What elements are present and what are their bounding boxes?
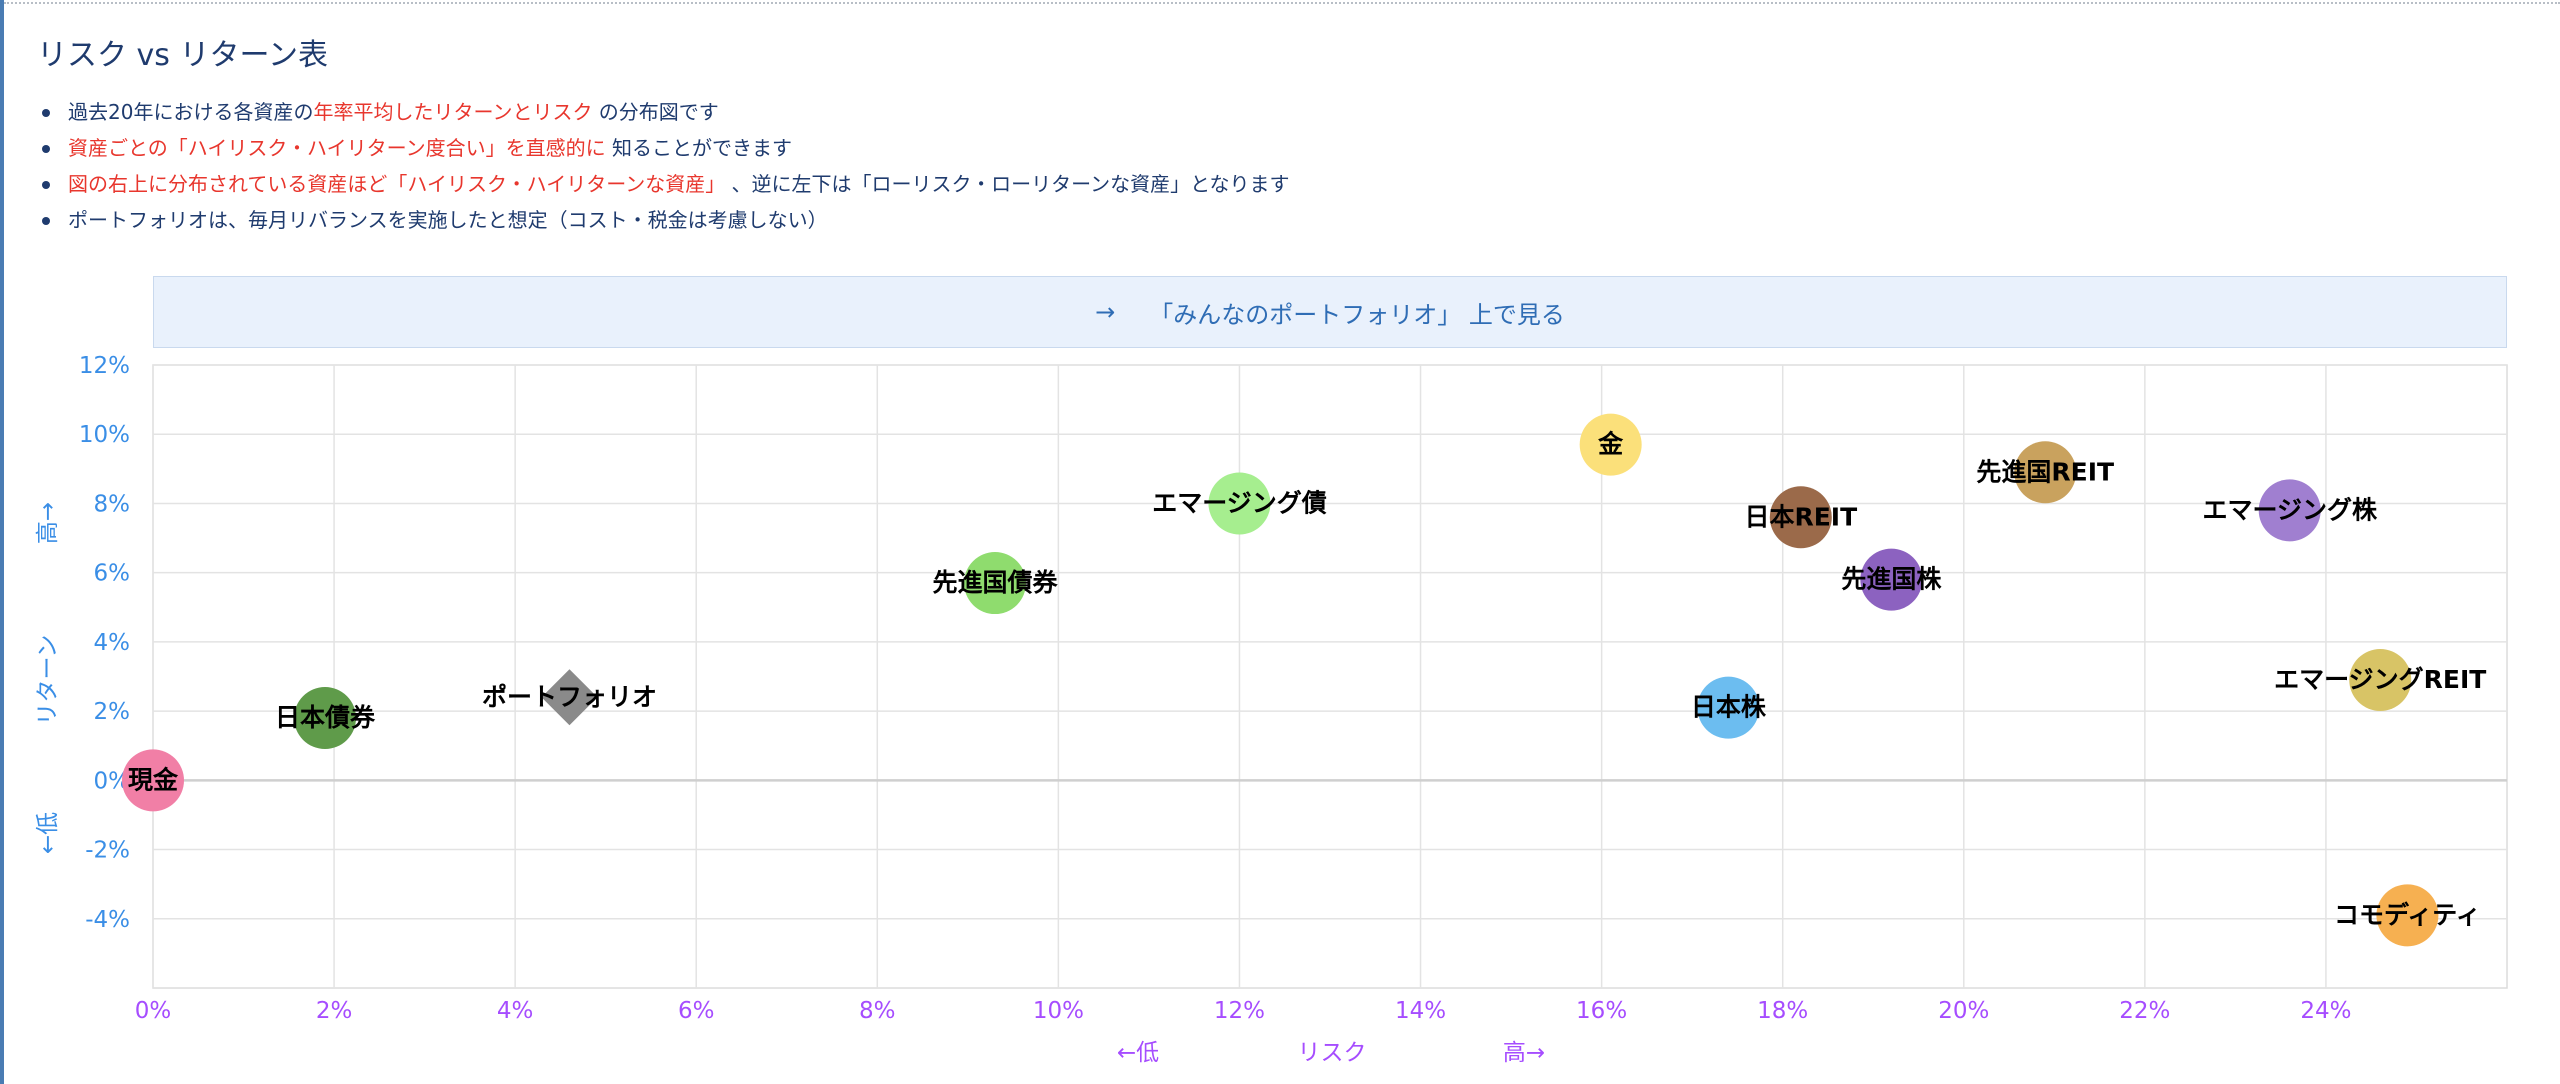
asset-point	[1579, 413, 1642, 476]
point-label: 先進国REIT	[1976, 457, 2114, 486]
asset-point	[122, 749, 184, 812]
note-text: 、逆に左下は「ローリスク・ローリターンな資産」となります	[725, 172, 1290, 196]
y-tick-label: 12%	[79, 353, 130, 379]
point-label: 金	[1597, 430, 1624, 459]
x-tick-label: 22%	[2119, 998, 2170, 1024]
x-tick-label: 8%	[859, 998, 896, 1024]
chart-axis-titles: ←低 リスク 高→高→リターン←低	[35, 502, 1545, 1066]
x-tick-label: 2%	[316, 998, 353, 1024]
y-axis-title: リターン	[35, 635, 61, 726]
y-tick-label: -4%	[85, 907, 130, 933]
chart-grid	[152, 364, 2508, 989]
page-title: リスク vs リターン表	[37, 38, 328, 73]
asset-point	[1697, 676, 1760, 739]
x-tick-label: 18%	[1757, 998, 1808, 1024]
asset-point	[2349, 648, 2412, 711]
note-highlight: 年率平均したリターンとリスク	[313, 100, 593, 124]
note-item: 図の右上に分布されている資産ほど「ハイリスク・ハイリターンな資産」 、逆に左下は…	[40, 166, 1290, 202]
note-text: 過去20年における各資産の	[68, 100, 314, 124]
note-text: 知ることができます	[605, 136, 792, 160]
x-tick-label: 16%	[1576, 998, 1627, 1024]
x-tick-label: 6%	[678, 998, 715, 1024]
x-tick-label: 0%	[135, 998, 172, 1024]
x-axis-title: ←低	[1117, 1040, 1159, 1066]
point-label: 先進国債券	[932, 568, 1058, 597]
asset-point	[294, 687, 357, 750]
x-axis-title: 高→	[1503, 1040, 1545, 1066]
point-label: コモディティ	[2334, 900, 2481, 929]
asset-point	[964, 552, 1027, 615]
x-tick-label: 20%	[1938, 998, 1989, 1024]
y-tick-label: 4%	[94, 630, 131, 656]
point-label: ポートフォリオ	[482, 682, 657, 711]
note-item: 過去20年における各資産の年率平均したリターンとリスク の分布図です	[40, 94, 1290, 130]
portfolio-point	[541, 669, 598, 726]
note-highlight: 図の右上に分布されている資産ほど「ハイリスク・ハイリターンな資産」	[68, 172, 726, 196]
y-tick-label: 10%	[79, 422, 130, 448]
asset-point	[1208, 472, 1271, 535]
asset-point	[1860, 548, 1923, 611]
point-label: エマージング債	[1152, 488, 1327, 517]
x-axis-title: リスク	[1298, 1040, 1367, 1066]
page-frame-left	[0, 0, 4, 1084]
point-label: エマージング株	[2202, 495, 2378, 524]
x-tick-label: 24%	[2300, 998, 2351, 1024]
note-item: ポートフォリオは、毎月リバランスを実施したと想定（コスト・税金は考慮しない）	[40, 202, 1290, 238]
view-portfolio-label: 「みんなのポートフォリオ」 上で見る	[1149, 300, 1565, 329]
arrow-right-icon: →	[1095, 298, 1116, 326]
point-label: 日本REIT	[1744, 502, 1857, 531]
point-label: 日本債券	[275, 703, 376, 732]
view-portfolio-link[interactable]: → 「みんなのポートフォリオ」 上で見る	[153, 276, 2507, 348]
asset-point	[2258, 479, 2321, 542]
point-label: 日本株	[1691, 693, 1767, 722]
y-axis-title: ←低	[35, 812, 61, 854]
x-tick-label: 14%	[1395, 998, 1446, 1024]
note-item: 資産ごとの「ハイリスク・ハイリターン度合い」を直感的に 知ることができます	[40, 130, 1290, 166]
y-tick-label: 8%	[94, 491, 131, 517]
chart-points	[122, 413, 2439, 947]
point-label: 現金	[128, 765, 179, 794]
asset-point	[1769, 486, 1832, 549]
x-tick-label: 12%	[1214, 998, 1265, 1024]
note-text: の分布図です	[592, 100, 719, 124]
point-label: 先進国株	[1841, 565, 1942, 594]
x-tick-label: 10%	[1033, 998, 1084, 1024]
x-tick-label: 4%	[497, 998, 534, 1024]
y-axis-title: 高→	[35, 502, 61, 544]
notes-list: 過去20年における各資産の年率平均したリターンとリスク の分布図です 資産ごとの…	[40, 94, 1290, 238]
y-tick-label: 6%	[94, 561, 131, 587]
note-text: ポートフォリオは、毎月リバランスを実施したと想定（コスト・税金は考慮しない）	[68, 208, 828, 232]
note-highlight: 資産ごとの「ハイリスク・ハイリターン度合い」を直感的に	[68, 136, 606, 160]
y-tick-label: -2%	[85, 838, 130, 864]
page-frame-top	[4, 2, 2560, 4]
point-label: エマージングREIT	[2274, 665, 2486, 694]
asset-point	[2376, 884, 2439, 947]
y-tick-label: 2%	[94, 699, 131, 725]
plot-area	[152, 364, 2508, 989]
asset-point	[2014, 441, 2077, 504]
